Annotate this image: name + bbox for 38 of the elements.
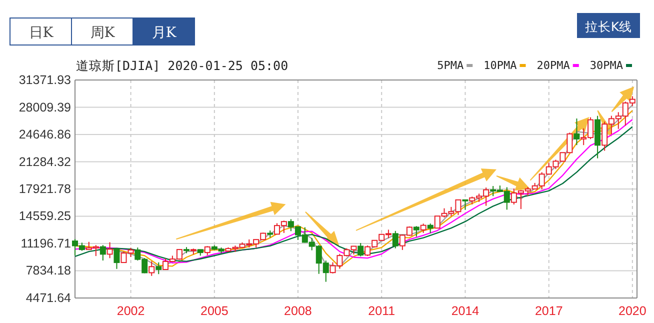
x-tick-label: 2014: [451, 304, 480, 318]
candlestick: [204, 246, 210, 256]
text: 周K: [90, 25, 116, 41]
x-tick-label: 2011: [368, 304, 396, 318]
legend-label: 30PMA: [590, 59, 624, 72]
legend-label: 5PMA: [437, 59, 464, 72]
x-tick-label: 2020: [618, 304, 646, 318]
candlestick: [462, 199, 468, 210]
candlestick: [114, 247, 120, 270]
candlestick: [574, 118, 580, 146]
text: 月K: [152, 25, 177, 41]
candlestick: [148, 260, 155, 276]
candlestick: [427, 223, 434, 234]
x-tick-label: 2008: [284, 304, 312, 318]
y-tick-label: 17921.78: [18, 182, 72, 196]
candlestick: [392, 230, 398, 249]
candlestick: [100, 244, 106, 261]
y-tick-label: 21284.32: [18, 154, 72, 169]
candlestick: [420, 223, 426, 234]
x-tick-label: 2005: [200, 304, 228, 318]
y-tick-label: 31371.93: [18, 73, 72, 87]
x-tick-label: 2002: [116, 304, 145, 318]
candlestick: [106, 242, 113, 259]
candlestick: [358, 242, 364, 257]
text: 拉长K线: [584, 19, 632, 34]
legend-label: 10PMA: [484, 59, 518, 72]
x-tick-label: 2017: [534, 304, 563, 318]
y-tick-label: 11196.71: [20, 236, 72, 250]
candlestick: [413, 226, 420, 238]
chart-title: 道琼斯[DJIA] 2020-01-25 05:00: [76, 58, 288, 73]
y-tick-label: 7834.18: [26, 264, 72, 278]
text: 日K: [28, 25, 54, 41]
y-tick-label: 14559.25: [18, 209, 72, 224]
candlestick: [156, 262, 162, 275]
legend-label: 20PMA: [536, 59, 570, 72]
y-tick-label: 4471.64: [26, 291, 72, 305]
y-tick-label: 28009.39: [18, 100, 72, 114]
y-tick-label: 24646.86: [18, 128, 72, 142]
